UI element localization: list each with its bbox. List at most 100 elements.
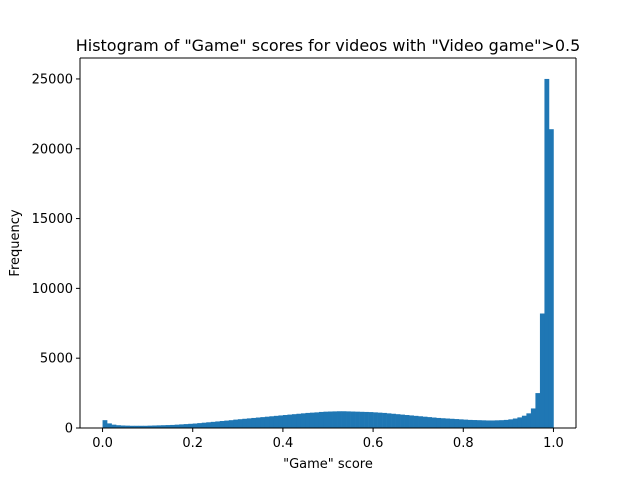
histogram-bar [201,422,207,428]
histogram-bars [102,78,554,428]
histogram-bar [355,411,360,428]
histogram-bar [183,424,189,428]
histogram-bar [535,393,541,428]
y-tick-label: 25000 [32,72,73,87]
y-tick-label: 20000 [32,142,73,157]
histogram-bar [134,425,139,428]
histogram-bar [481,420,487,428]
histogram-bar [179,424,185,428]
histogram-bar [395,414,401,428]
x-tick-label: 0.0 [92,436,113,451]
histogram-bar [364,411,369,428]
histogram-bar [269,416,275,428]
histogram-bar [382,412,387,428]
histogram-bar [472,420,478,428]
histogram-bar [413,415,419,428]
histogram-bar [309,412,315,428]
histogram-bar [436,417,442,428]
histogram-bar [210,421,216,428]
x-axis-label: "Game" score [283,457,373,472]
histogram-bar [490,420,496,428]
histogram-bar [377,412,383,428]
histogram-bar [282,415,288,428]
histogram-bar [332,411,338,428]
histogram-bar [341,411,347,428]
histogram-bar [373,412,378,428]
y-tick-label: 15000 [32,212,73,227]
histogram-bar [485,420,491,428]
histogram-bar [152,425,157,428]
histogram-bar [102,420,108,428]
histogram-bar [431,417,437,428]
histogram-bar [512,418,518,428]
y-axis-ticks: 0 5000 10000 15000 20000 25000 [32,72,80,437]
histogram-bar [337,411,342,428]
histogram-bar [174,424,180,428]
histogram-bar [170,424,175,428]
axes-frame [79,57,577,429]
histogram-bar [503,419,509,428]
histogram-bar [548,129,554,428]
histogram-bar [242,418,248,428]
histogram-bar [278,415,284,428]
histogram-bar [224,420,230,428]
histogram-bar [206,422,212,428]
histogram-bar [246,418,252,428]
histogram-bar [404,415,410,428]
histogram-bar [368,412,374,428]
histogram-bar [427,417,433,428]
histogram-bar [188,423,194,428]
histogram-bar [111,424,117,428]
histogram-bar [233,419,239,428]
histogram-bar [237,419,243,428]
histogram-bar [251,417,257,428]
y-tick-label: 0 [65,422,73,437]
histogram-bar [228,420,234,428]
y-tick-label: 5000 [40,352,73,367]
histogram-bar [165,425,171,428]
histogram-bar [539,313,545,428]
histogram-bar [386,413,392,428]
y-axis-label: Frequency [8,209,23,276]
histogram-bar [440,418,446,428]
histogram-bar [494,420,500,428]
x-axis-ticks: 0.0 0.2 0.4 0.6 0.8 1.0 [92,428,564,451]
histogram-bar [273,415,279,428]
histogram-bar [107,423,112,428]
histogram-bar [161,425,166,428]
histogram-bar [409,415,414,428]
histogram-bar [264,416,270,428]
histogram-bar [328,411,333,428]
histogram-bar [544,78,550,428]
histogram-bar [508,419,514,428]
histogram-bar [499,420,505,428]
histogram-bar [400,414,405,428]
chart-title: Histogram of "Game" scores for videos wi… [76,36,581,55]
histogram-bar [120,425,126,428]
histogram-bar [526,413,532,428]
histogram-bar [445,418,451,428]
histogram-bar [300,413,306,428]
histogram-bar [116,425,121,428]
histogram-bar [219,421,225,428]
x-tick-label: 0.4 [273,436,294,451]
x-tick-label: 0.8 [453,436,474,451]
histogram-bar [138,425,144,428]
histogram-bar [467,419,473,428]
histogram-bar [318,411,324,428]
histogram-bar [350,411,356,428]
histogram-bar [156,425,162,428]
x-tick-label: 0.2 [182,436,203,451]
x-tick-label: 1.0 [543,436,564,451]
x-tick-label: 0.6 [363,436,384,451]
histogram-bar [287,414,293,428]
histogram-bar [143,425,148,428]
histogram-bar [197,423,203,428]
histogram-bar [391,413,396,428]
histogram-bar [521,415,527,428]
histogram-bar [346,411,351,428]
histogram-bar [192,423,198,428]
histogram-bar [463,419,469,428]
histogram-bar [323,411,329,428]
